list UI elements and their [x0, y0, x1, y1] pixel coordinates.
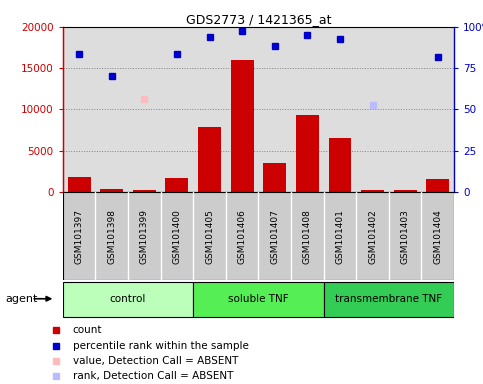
Text: GSM101399: GSM101399 — [140, 209, 149, 264]
Text: GSM101402: GSM101402 — [368, 209, 377, 263]
Text: GSM101403: GSM101403 — [400, 209, 410, 263]
Text: GSM101400: GSM101400 — [172, 209, 182, 263]
Text: soluble TNF: soluble TNF — [228, 294, 289, 304]
Text: count: count — [72, 325, 102, 335]
Title: GDS2773 / 1421365_at: GDS2773 / 1421365_at — [185, 13, 331, 26]
Bar — [198, 127, 221, 192]
Text: GSM101404: GSM101404 — [433, 209, 442, 263]
Text: GSM101397: GSM101397 — [74, 209, 84, 264]
Bar — [68, 177, 90, 192]
Bar — [296, 115, 319, 192]
Bar — [426, 179, 449, 192]
Bar — [133, 190, 156, 192]
Text: rank, Detection Call = ABSENT: rank, Detection Call = ABSENT — [72, 371, 233, 381]
Bar — [231, 60, 254, 192]
Text: GSM101407: GSM101407 — [270, 209, 279, 263]
Text: value, Detection Call = ABSENT: value, Detection Call = ABSENT — [72, 356, 238, 366]
Bar — [263, 163, 286, 192]
Bar — [361, 190, 384, 192]
Text: GSM101408: GSM101408 — [303, 209, 312, 263]
Text: GSM101405: GSM101405 — [205, 209, 214, 263]
Text: GSM101401: GSM101401 — [335, 209, 344, 263]
Bar — [328, 138, 351, 192]
Bar — [100, 189, 123, 192]
Bar — [394, 190, 416, 192]
Bar — [166, 177, 188, 192]
Text: control: control — [110, 294, 146, 304]
Text: transmembrane TNF: transmembrane TNF — [335, 294, 442, 304]
Bar — [63, 282, 193, 317]
Bar — [193, 282, 324, 317]
Text: percentile rank within the sample: percentile rank within the sample — [72, 341, 249, 351]
Bar — [324, 282, 454, 317]
Text: GSM101398: GSM101398 — [107, 209, 116, 264]
Text: GSM101406: GSM101406 — [238, 209, 247, 263]
Text: agent: agent — [5, 294, 37, 304]
